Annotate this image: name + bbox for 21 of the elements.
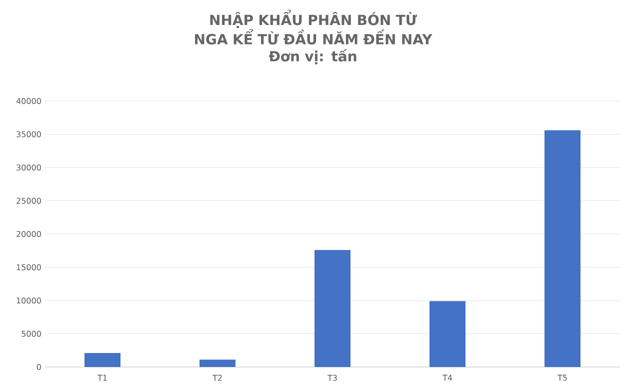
bar <box>314 250 350 367</box>
y-tick-label: 10000 <box>16 297 41 304</box>
y-tick-label: 35000 <box>16 131 41 138</box>
bar <box>544 130 580 367</box>
y-tick-label: 5000 <box>22 330 41 337</box>
x-tick-label: T1 <box>98 374 107 381</box>
y-tick-label: 20000 <box>16 230 41 238</box>
bar <box>430 301 466 367</box>
bar <box>84 353 120 367</box>
y-tick-label: 40000 <box>16 98 41 104</box>
x-tick-label: T4 <box>442 374 452 381</box>
y-tick-label: 0 <box>36 364 41 370</box>
x-tick-label: T3 <box>327 374 337 381</box>
bar <box>200 360 236 367</box>
x-tick-label: T5 <box>557 374 567 381</box>
y-tick-label: 25000 <box>16 198 41 204</box>
x-tick-label: T2 <box>212 374 222 381</box>
chart-title: NHẬP KHẨU PHÂN BÓN TỪ NGA KỂ TỪ ĐẦU NĂM ĐẾN NAY <box>195 10 432 45</box>
chart-subtitle: Đơn vị: tấn <box>268 49 356 64</box>
y-tick-label: 15000 <box>16 264 41 270</box>
y-tick-label: 30000 <box>16 164 41 171</box>
